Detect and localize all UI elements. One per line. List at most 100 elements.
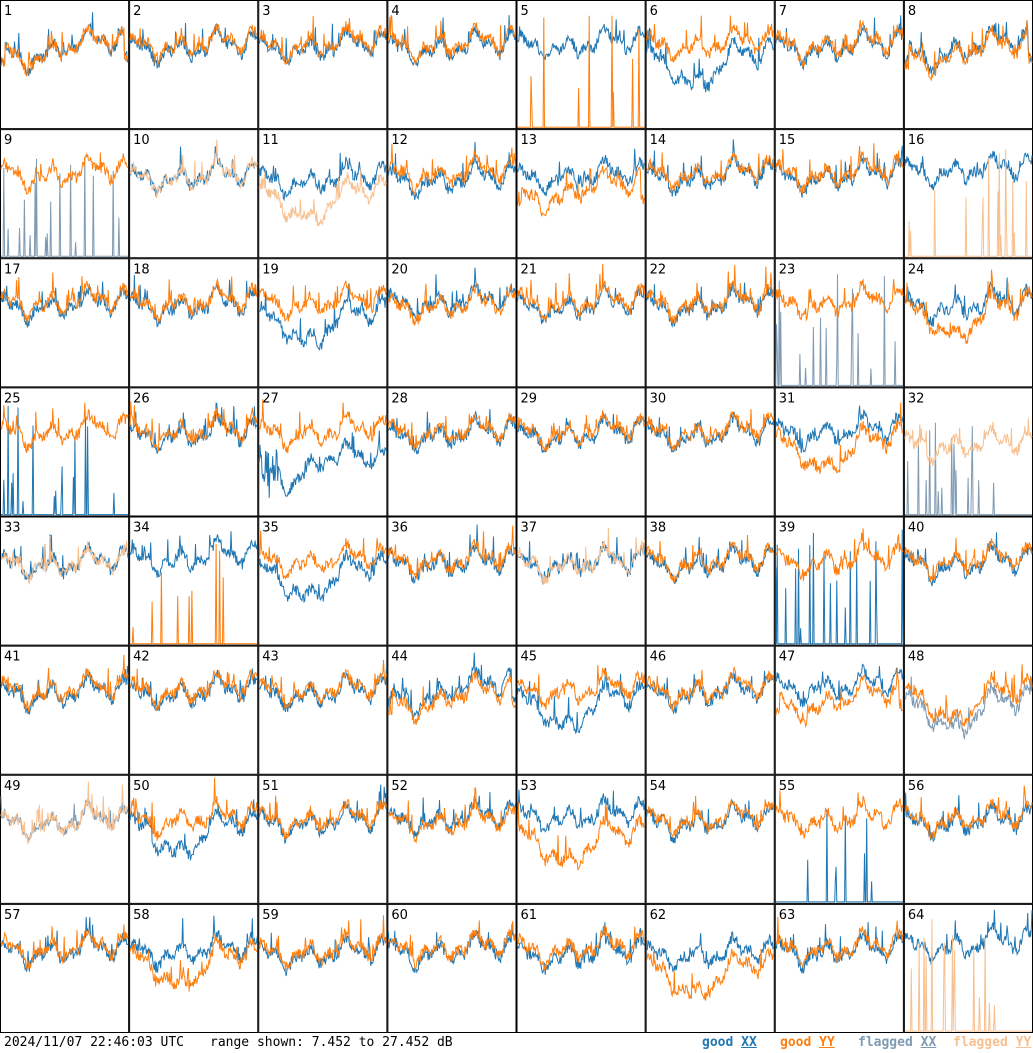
series-yy-good	[517, 263, 646, 321]
series-yy-good	[904, 664, 1033, 727]
panel-label: 31	[779, 391, 796, 406]
panel-52: 52	[387, 774, 517, 904]
series-yy-flagged	[904, 418, 1033, 467]
panel-label: 15	[779, 133, 796, 148]
legend-good-xx: good XX	[702, 1035, 757, 1050]
panel-label: 34	[133, 521, 150, 536]
panel-50: 50	[129, 774, 259, 904]
series-yy-good	[775, 278, 904, 322]
series-yy-good	[258, 659, 387, 709]
panel-19: 19	[258, 258, 388, 388]
panel-33: 33	[0, 516, 130, 646]
panel-frame	[774, 387, 904, 517]
panel-label: 41	[4, 650, 21, 665]
panel-label: 63	[779, 908, 796, 923]
panel-label: 16	[908, 133, 925, 148]
series-yy-good	[517, 15, 645, 128]
range-text: range shown: 7.452 to 27.452 dB	[210, 1035, 453, 1050]
panel-26: 26	[129, 387, 259, 517]
panel-62: 62	[645, 903, 775, 1033]
series-xx-good	[646, 931, 775, 973]
panel-27: 27	[258, 387, 388, 517]
panel-frame	[258, 516, 388, 646]
series-yy-good	[387, 14, 516, 64]
panel-label: 8	[908, 4, 916, 19]
series-xx-good	[646, 670, 775, 715]
panel-label: 53	[521, 779, 538, 794]
series-yy-good	[904, 785, 1033, 840]
series-yy-good	[258, 530, 387, 580]
series-yy-good	[388, 787, 516, 844]
series-xx-good	[775, 809, 903, 903]
panel-8: 8	[903, 0, 1033, 130]
panel-48: 48	[903, 645, 1033, 775]
series-yy-good	[517, 410, 646, 452]
panel-20: 20	[387, 258, 517, 388]
series-yy-good	[775, 528, 904, 582]
panel-label: 12	[391, 133, 408, 148]
panel-10: 10	[129, 129, 259, 259]
series-yy-good	[258, 15, 387, 66]
panel-35: 35	[258, 516, 388, 646]
panel-label: 28	[391, 391, 408, 406]
panel-38: 38	[645, 516, 775, 646]
series-xx-good	[1, 405, 129, 516]
panel-frame	[903, 516, 1033, 646]
panel-22: 22	[645, 258, 775, 388]
series-yy-good	[646, 534, 775, 584]
series-yy-good	[775, 790, 904, 839]
series-xx-good	[258, 430, 387, 498]
series-yy-good	[0, 654, 129, 713]
panel-label: 17	[4, 262, 21, 277]
panel-frame	[0, 129, 130, 259]
panel-frame	[258, 903, 388, 1033]
panel-36: 36	[387, 516, 517, 646]
panel-label: 10	[133, 133, 150, 148]
panel-frame	[0, 516, 130, 646]
series-yy-good	[387, 525, 516, 579]
series-yy-good	[129, 401, 258, 452]
panel-47: 47	[774, 645, 904, 775]
series-yy-good	[0, 272, 129, 324]
panel-label: 42	[133, 650, 150, 665]
panel-label: 56	[908, 779, 925, 794]
series-yy-good	[904, 269, 1033, 345]
panel-label: 21	[521, 262, 538, 277]
series-yy-good	[129, 777, 258, 841]
panel-28: 28	[387, 387, 517, 517]
series-xx-good	[904, 277, 1033, 328]
series-yy-good	[775, 19, 904, 69]
panel-64: 64	[903, 903, 1033, 1033]
series-xx-good	[775, 405, 904, 454]
series-xx-good	[775, 529, 904, 645]
panel-label: 54	[650, 779, 667, 794]
series-yy-good	[129, 23, 258, 66]
series-yy-good	[646, 15, 775, 63]
panel-frame	[774, 645, 904, 775]
panel-15: 15	[774, 129, 904, 259]
panel-label: 52	[391, 779, 408, 794]
panel-label: 45	[521, 650, 538, 665]
series-yy-good	[387, 143, 516, 196]
series-xx-flagged	[904, 422, 1032, 516]
series-yy-good	[775, 917, 904, 968]
panel-39: 39	[774, 516, 904, 646]
panel-53: 53	[516, 774, 646, 904]
panel-label: 60	[391, 908, 408, 923]
panel-43: 43	[258, 645, 388, 775]
panel-1: 1	[0, 0, 130, 130]
panel-frame	[387, 774, 517, 904]
panel-41: 41	[0, 645, 130, 775]
series-yy-good	[904, 20, 1033, 82]
panel-label: 7	[779, 4, 787, 19]
panel-frame	[387, 0, 517, 130]
panel-frame	[387, 903, 517, 1033]
series-yy-good	[646, 152, 775, 193]
panel-frame	[129, 387, 259, 517]
series-yy-good	[517, 925, 646, 971]
panel-frame	[645, 774, 775, 904]
panel-29: 29	[516, 387, 646, 517]
panel-frame	[774, 516, 904, 646]
panel-frame	[903, 0, 1033, 130]
series-yy-good	[517, 801, 645, 871]
